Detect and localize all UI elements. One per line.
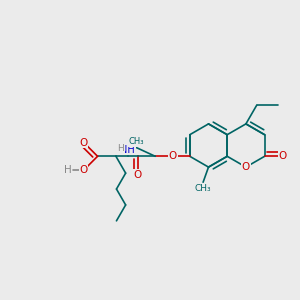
Text: O: O: [242, 162, 250, 172]
Text: H: H: [117, 144, 124, 153]
Text: O: O: [80, 165, 88, 175]
Text: O: O: [80, 138, 88, 148]
Text: O: O: [169, 151, 177, 161]
Text: H: H: [64, 165, 71, 175]
Text: O: O: [279, 151, 287, 161]
Text: CH₃: CH₃: [195, 184, 212, 193]
Text: O: O: [134, 170, 142, 180]
Text: NH: NH: [120, 145, 135, 155]
Text: CH₃: CH₃: [129, 137, 144, 146]
